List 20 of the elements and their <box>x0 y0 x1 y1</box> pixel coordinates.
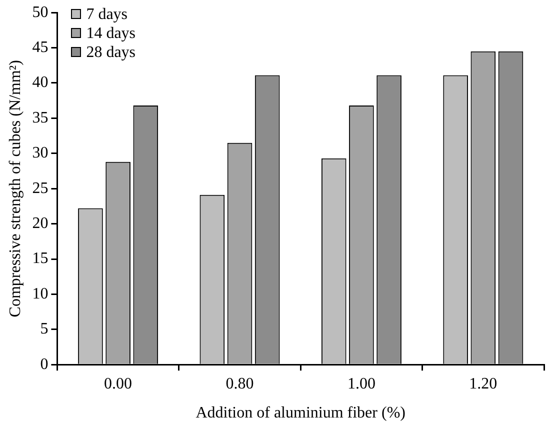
legend-label: 14 days <box>86 24 136 43</box>
y-tick-label: 20 <box>32 215 48 232</box>
y-tick-label: 5 <box>40 320 48 338</box>
x-tick-label: 1.20 <box>469 375 498 392</box>
y-tick-label: 50 <box>32 4 48 21</box>
x-axis-title: Addition of aluminium fiber (%) <box>196 404 406 422</box>
y-tick-label: 0 <box>40 356 48 373</box>
y-tick-label: 35 <box>32 109 48 126</box>
x-tick-label: 0.00 <box>104 375 132 392</box>
x-tick-label: 1.00 <box>347 375 376 392</box>
y-tick-label: 40 <box>32 74 48 92</box>
y-axis-title: Compressive strength of cubes (N/mm²) <box>6 60 24 318</box>
legend-label: 7 days <box>86 4 128 24</box>
legend-label: 28 days <box>86 42 136 62</box>
y-tick-label: 15 <box>32 250 48 268</box>
y-tick-label: 45 <box>32 39 48 56</box>
y-tick-label: 30 <box>32 144 48 162</box>
y-tick-label: 25 <box>32 180 48 197</box>
x-tick-label: 0.80 <box>226 375 254 392</box>
y-tick-label: 10 <box>32 285 48 302</box>
